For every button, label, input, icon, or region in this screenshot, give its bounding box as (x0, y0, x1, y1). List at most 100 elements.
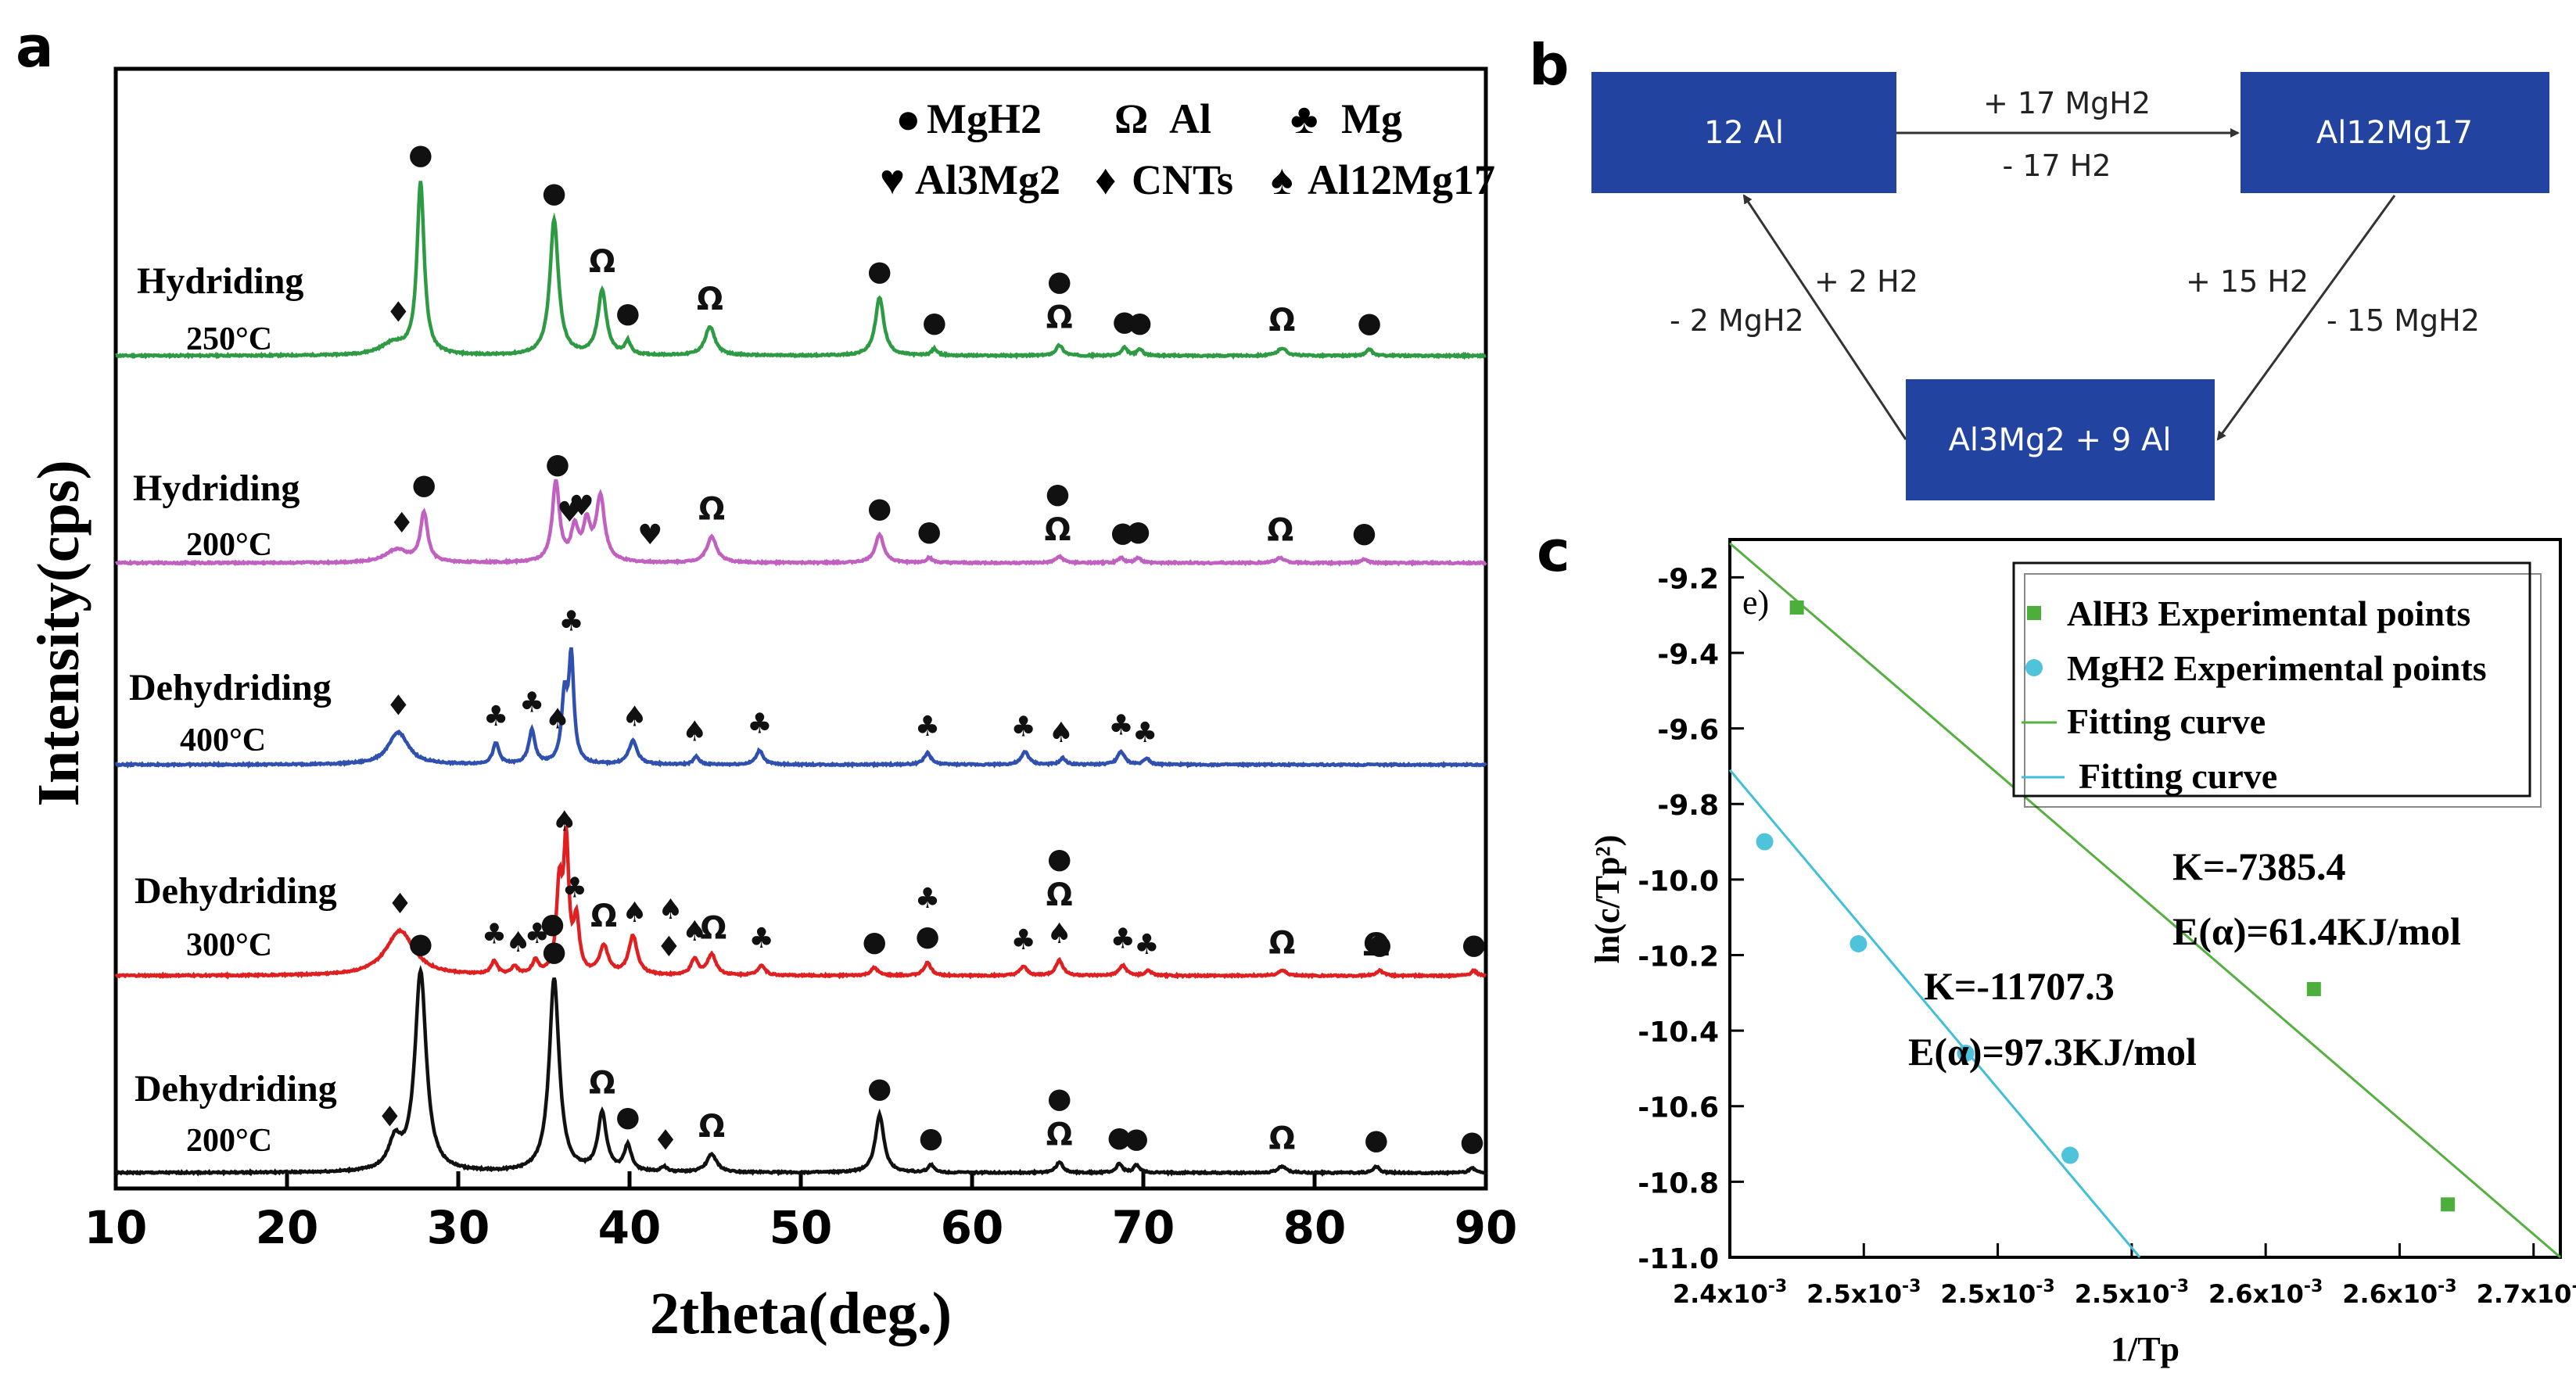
legend-label: AlH3 Experimental points (2067, 593, 2470, 633)
peak-marker: ● (862, 926, 886, 958)
y-tick-label: -9.6 (1657, 715, 1719, 747)
x-tick-label: 2.5x10-3 (2075, 1277, 2189, 1309)
peak-marker: ♣ (915, 883, 940, 915)
curve-label-temp: 400°C (180, 722, 266, 758)
kissinger-plot-frame (1728, 538, 2562, 1259)
peak-marker: ♣ (915, 711, 940, 743)
xrd-series-line (115, 181, 1487, 360)
peak-marker: ● (408, 928, 432, 960)
edge-label: - 17 H2 (2003, 149, 2111, 183)
legend-label: MgH2 Experimental points (2067, 648, 2487, 688)
peak-marker: ● (411, 469, 436, 501)
y-tick-label: -9.2 (1657, 563, 1719, 595)
peak-marker: ♠ (1049, 717, 1074, 749)
legend-al12mg17-symbol: ♠ (1271, 156, 1293, 203)
xrd-series-line (114, 826, 1487, 981)
kissinger-x-axis-label: 1/Tp (2111, 1330, 2180, 1368)
peak-marker: ♣ (1132, 717, 1157, 749)
fit-k-alh3: K=-7385.4 (2172, 844, 2346, 888)
node-al12mg17-label: Al12Mg17 (2316, 115, 2473, 151)
y-tick-label: -10.6 (1638, 1092, 1719, 1124)
peak-marker: Ω (1267, 512, 1293, 548)
peak-marker: ♥ (557, 497, 582, 529)
node-12-al-label: 12 Al (1704, 115, 1784, 151)
edge-label: + 15 H2 (2186, 264, 2309, 299)
peak-marker: Ω (589, 244, 615, 280)
peak-marker: ♣ (1110, 923, 1136, 955)
fit-e-alh3: E(α)=61.4KJ/mol (2172, 909, 2461, 953)
peak-marker: ● (1368, 928, 1392, 960)
legend-mgh2-symbol: ● (895, 95, 921, 142)
peak-marker: ● (1125, 1123, 1149, 1155)
peak-marker: ● (408, 139, 432, 171)
xrd-y-axis-label: Intensity(cps) (26, 460, 91, 806)
node-al12mg17 (2241, 72, 2549, 193)
peak-marker: Ω (1268, 303, 1295, 339)
panel-c-annotation: e) (1742, 583, 1769, 622)
peak-marker: ● (1128, 307, 1152, 339)
panel-label-b: b (1529, 32, 1570, 98)
xrd-peak-markers: ♦●●Ω● Ω●● Ω●●● Ω ●♦●●♥♥♥Ω ●● Ω●●● Ω ●♦ ♣ ♣♠♣♠ ♠ ♣ ♣ ♣ ♠… (377, 139, 1486, 1158)
xrd-curve-labels: Hydriding 250°C Hydriding 200°C Dehydrid… (129, 260, 337, 1159)
legend-al3mg2-label: Al3Mg2 (915, 156, 1060, 203)
x-tick-label: 70 (1112, 1201, 1175, 1254)
peak-marker: Ω (1046, 1117, 1073, 1153)
legend-al-label: Al (1169, 95, 1211, 142)
peak-marker: ● (922, 307, 946, 339)
peak-marker: ♣ (748, 923, 773, 955)
curve-label-title: Hydriding (137, 260, 303, 302)
curve-label-title: Dehydriding (135, 1068, 337, 1110)
peak-marker: ♦ (387, 888, 412, 920)
peak-marker: Ω (1044, 512, 1071, 548)
kissinger-y-axis-label: ln(c/Tp²) (1588, 835, 1627, 964)
peak-marker: ♦ (386, 297, 411, 329)
reaction-diagram: 12 Al Al12Mg17 Al3Mg2 + 9 Al + 17 MgH2 -… (1591, 72, 2549, 500)
peak-marker: ♣ (1011, 712, 1036, 744)
x-tick-label: 2.4x10-3 (1673, 1277, 1787, 1309)
arrow-al3mg2-to-al (1742, 194, 1907, 440)
peak-marker: Ω (700, 911, 727, 947)
curve-label-title: Hydriding (133, 468, 300, 509)
peak-marker: ♦ (389, 507, 414, 540)
xrd-series-line (114, 964, 1487, 1178)
panel-label-c: c (1537, 518, 1570, 584)
peak-marker: ♠ (622, 897, 647, 929)
peak-marker: ● (615, 1101, 640, 1133)
legend-square-marker (2027, 606, 2041, 620)
peak-marker: ♣ (525, 918, 550, 950)
x-tick-label: 20 (256, 1201, 319, 1254)
peak-marker: ♠ (682, 916, 707, 948)
peak-marker: ♥ (637, 519, 662, 551)
edge-label: - 2 MgH2 (1670, 303, 1804, 338)
peak-marker: Ω (589, 1066, 615, 1102)
x-tick-label: 10 (84, 1201, 148, 1254)
peak-marker: ● (1047, 1083, 1071, 1115)
peak-marker: ● (615, 297, 640, 329)
peak-marker: Ω (1363, 927, 1390, 963)
x-tick-label: 2.7x10-3 (2477, 1277, 2576, 1309)
peak-marker: ● (867, 493, 892, 525)
edge-label: + 17 MgH2 (1983, 86, 2151, 120)
fit-k-mgh2: K=-11707.3 (1924, 964, 2115, 1008)
x-tick-label: 80 (1283, 1201, 1347, 1254)
xrd-legend: ● MgH2 Ω Al ♣ Mg ♥ Al3Mg2 ♦ CNTs ♠ Al12M… (880, 95, 1495, 203)
x-tick-label: 40 (598, 1201, 662, 1254)
mgh2-point (1957, 1045, 1975, 1063)
xrd-x-ticks: 10 20 30 40 50 60 70 80 90 (84, 1171, 1517, 1254)
x-tick-label: 2.6x10-3 (2342, 1277, 2456, 1309)
panel-label-a: a (16, 14, 54, 80)
x-tick-label: 2.5x10-3 (1940, 1277, 2054, 1309)
peak-marker: Ω (697, 281, 723, 317)
peak-marker: ● (1352, 517, 1376, 549)
edge-label: + 2 H2 (1814, 264, 1918, 299)
legend-al-symbol: Ω (1114, 95, 1148, 142)
xrd-series-line (114, 479, 1487, 567)
peak-marker: ● (1126, 515, 1150, 547)
alh3-point (2306, 981, 2321, 996)
peak-marker: Ω (1268, 925, 1295, 961)
y-tick-label: -10.4 (1638, 1016, 1719, 1049)
peak-marker: ● (867, 1072, 892, 1104)
peak-marker: ♣ (747, 708, 772, 740)
curve-label-title: Dehydriding (135, 870, 337, 912)
